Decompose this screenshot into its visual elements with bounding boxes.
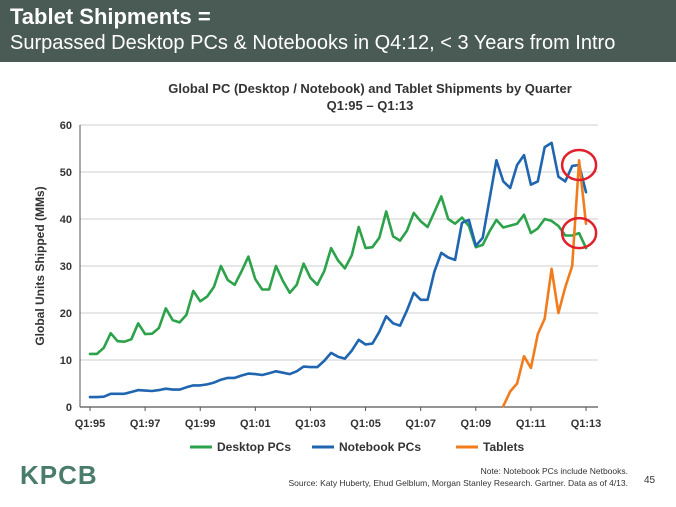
legend-label: Tablets <box>483 440 524 454</box>
y-tick-label: 60 <box>60 120 72 132</box>
x-tick-label: Q1:07 <box>405 418 436 430</box>
y-tick-label: 30 <box>60 261 72 273</box>
y-axis-label: Global Units Shipped (MMs) <box>33 186 47 345</box>
kpcb-logo: KPCB <box>20 460 98 490</box>
source-line: Source: Katy Huberty, Ehud Gelblum, Morg… <box>288 478 628 488</box>
highlight-circle <box>560 216 598 250</box>
y-tick-label: 10 <box>60 355 72 367</box>
slide-title: Tablet Shipments = <box>10 4 211 29</box>
y-tick-label: 40 <box>60 214 72 226</box>
series-line-2 <box>502 159 588 408</box>
x-tick-label: Q1:95 <box>75 418 106 430</box>
y-tick-label: 50 <box>60 167 72 179</box>
x-tick-label: Q1:11 <box>516 418 546 430</box>
series-line-0 <box>88 195 588 356</box>
footnote: Note: Notebook PCs include Netbooks. <box>480 466 628 476</box>
x-tick-label: Q1:13 <box>571 418 602 430</box>
y-tick-label: 20 <box>60 308 72 320</box>
highlight-circle <box>560 148 598 182</box>
chart-subtitle: Q1:95 – Q1:13 <box>326 98 414 113</box>
slide-header: Tablet Shipments = Surpassed Desktop PCs… <box>0 0 676 62</box>
legend-label: Desktop PCs <box>217 440 291 454</box>
x-tick-label: Q1:01 <box>240 418 271 430</box>
slide-subtitle: Surpassed Desktop PCs & Notebooks in Q4:… <box>10 32 616 54</box>
x-tick-label: Q1:05 <box>350 418 381 430</box>
page-number: 45 <box>644 475 656 486</box>
x-tick-label: Q1:03 <box>295 418 326 430</box>
legend-label: Notebook PCs <box>339 440 421 454</box>
x-tick-label: Q1:97 <box>130 418 161 430</box>
chart-title: Global PC (Desktop / Notebook) and Table… <box>168 81 572 96</box>
x-tick-label: Q1:09 <box>460 418 491 430</box>
series-line-1 <box>88 141 588 399</box>
y-tick-label: 0 <box>66 402 72 414</box>
x-tick-label: Q1:99 <box>185 418 216 430</box>
